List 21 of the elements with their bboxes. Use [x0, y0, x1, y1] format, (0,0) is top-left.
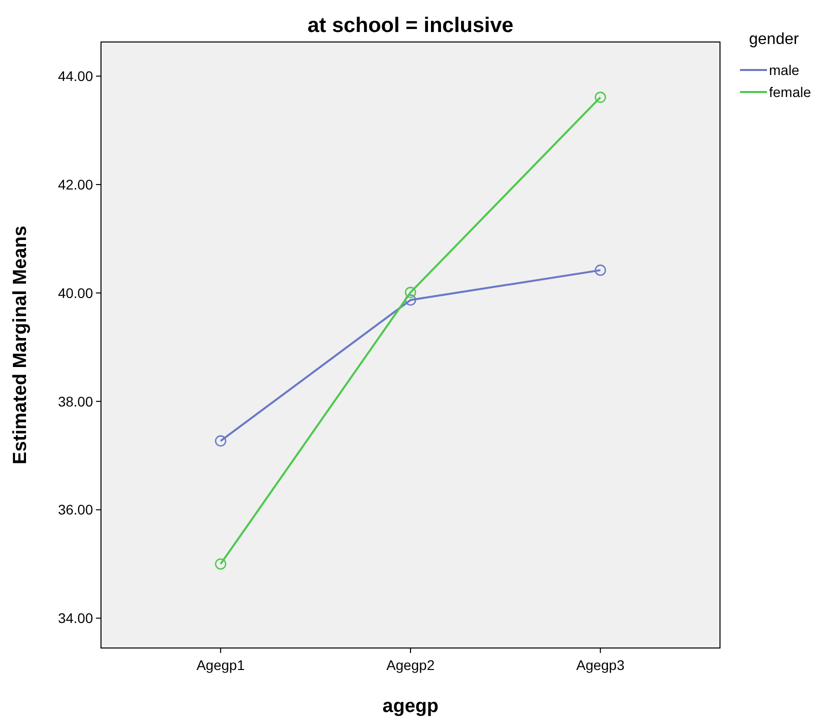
y-tick-label: 38.00 — [58, 393, 94, 410]
legend-label: male — [769, 62, 800, 78]
point — [594, 92, 606, 103]
x-tick-label: Agegp2 — [386, 657, 435, 673]
point — [214, 558, 226, 570]
y-axis-title: Estimated Marginal Means — [10, 226, 31, 464]
y-tick-label: 44.00 — [58, 68, 94, 84]
point — [404, 294, 416, 306]
x-axis-title: agegp — [382, 696, 438, 717]
y-tick-label: 42.00 — [58, 176, 94, 192]
y-tick-label: 34.00 — [58, 610, 94, 626]
point — [214, 435, 226, 447]
point — [594, 264, 606, 276]
point — [404, 286, 416, 298]
x-tick-label: Agegp3 — [576, 657, 625, 673]
legend-label: female — [769, 84, 812, 100]
legend-title: gender — [749, 31, 800, 48]
y-tick-label: 36.00 — [58, 502, 94, 518]
x-tick-label: Agegp1 — [196, 657, 245, 673]
chart-title: at school = inclusive — [308, 14, 514, 37]
y-tick-label: 40.00 — [58, 284, 94, 301]
